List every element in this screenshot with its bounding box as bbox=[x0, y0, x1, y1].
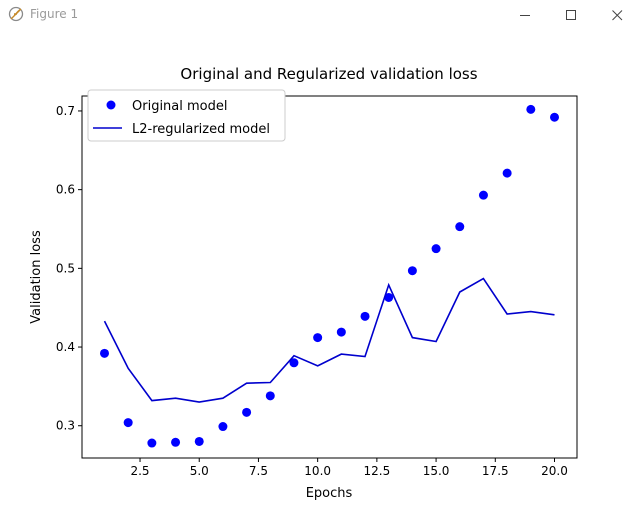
legend-label-l2: L2-regularized model bbox=[132, 122, 270, 137]
window-titlebar: Figure 1 bbox=[0, 0, 641, 30]
window-title: Figure 1 bbox=[30, 7, 79, 21]
chart-svg: Original and Regularized validation loss… bbox=[29, 65, 578, 501]
minimize-icon bbox=[520, 15, 530, 16]
y-tick-label: 0.3 bbox=[56, 419, 75, 433]
point-original-model bbox=[550, 112, 559, 122]
chart-title: Original and Regularized validation loss bbox=[180, 65, 477, 83]
y-tick-label: 0.6 bbox=[56, 183, 75, 197]
point-original-model bbox=[526, 104, 536, 114]
legend-box bbox=[87, 89, 286, 142]
point-original-model bbox=[123, 418, 133, 428]
point-original-model bbox=[147, 438, 157, 448]
legend-marker-original bbox=[106, 100, 116, 110]
maximize-button[interactable] bbox=[548, 0, 594, 30]
minimize-button[interactable] bbox=[502, 0, 548, 30]
x-tick-label: 10.0 bbox=[304, 464, 331, 478]
y-axis: 0.3 0.4 0.5 0.6 0.7 bbox=[56, 104, 82, 433]
y-tick-label: 0.4 bbox=[56, 340, 75, 354]
maximize-icon bbox=[566, 10, 576, 20]
y-tick-label: 0.5 bbox=[56, 261, 75, 275]
y-tick-label: 0.7 bbox=[56, 104, 75, 118]
point-original-model bbox=[171, 437, 181, 447]
point-original-model bbox=[455, 222, 465, 232]
x-tick-label: 17.5 bbox=[482, 464, 509, 478]
point-original-model bbox=[242, 407, 252, 417]
point-original-model bbox=[194, 436, 204, 446]
plot-frame bbox=[81, 95, 578, 459]
legend: Original model L2-regularized model bbox=[87, 89, 286, 142]
x-tick-label: 2.5 bbox=[130, 464, 149, 478]
point-original-model bbox=[336, 327, 346, 337]
legend-label-original: Original model bbox=[132, 99, 227, 114]
point-original-model bbox=[407, 266, 417, 276]
point-original-model bbox=[431, 244, 441, 254]
x-axis-label: Epochs bbox=[306, 486, 353, 501]
point-original-model bbox=[218, 422, 228, 432]
figure-canvas: Original and Regularized validation loss… bbox=[0, 30, 641, 509]
point-original-model bbox=[265, 391, 275, 401]
x-tick-label: 5.0 bbox=[190, 464, 209, 478]
close-button[interactable] bbox=[594, 0, 640, 30]
series-line-l2-regularized bbox=[103, 277, 555, 403]
point-original-model bbox=[360, 311, 370, 321]
x-tick-label: 20.0 bbox=[541, 464, 568, 478]
y-axis-label: Validation loss bbox=[29, 230, 44, 324]
x-axis: 2.5 5.0 7.5 10.0 12.5 15.0 17.5 20.0 bbox=[130, 458, 568, 478]
x-tick-label: 7.5 bbox=[249, 464, 268, 478]
x-tick-label: 15.0 bbox=[423, 464, 450, 478]
series-layer bbox=[100, 104, 559, 448]
point-original-model bbox=[384, 292, 394, 302]
point-original-model bbox=[313, 333, 323, 343]
x-tick-label: 12.5 bbox=[364, 464, 391, 478]
point-original-model bbox=[100, 348, 109, 358]
point-original-model bbox=[478, 190, 488, 200]
close-icon bbox=[612, 10, 623, 21]
feather-icon[interactable] bbox=[8, 6, 24, 22]
point-original-model bbox=[502, 168, 512, 178]
point-original-model bbox=[289, 358, 299, 368]
